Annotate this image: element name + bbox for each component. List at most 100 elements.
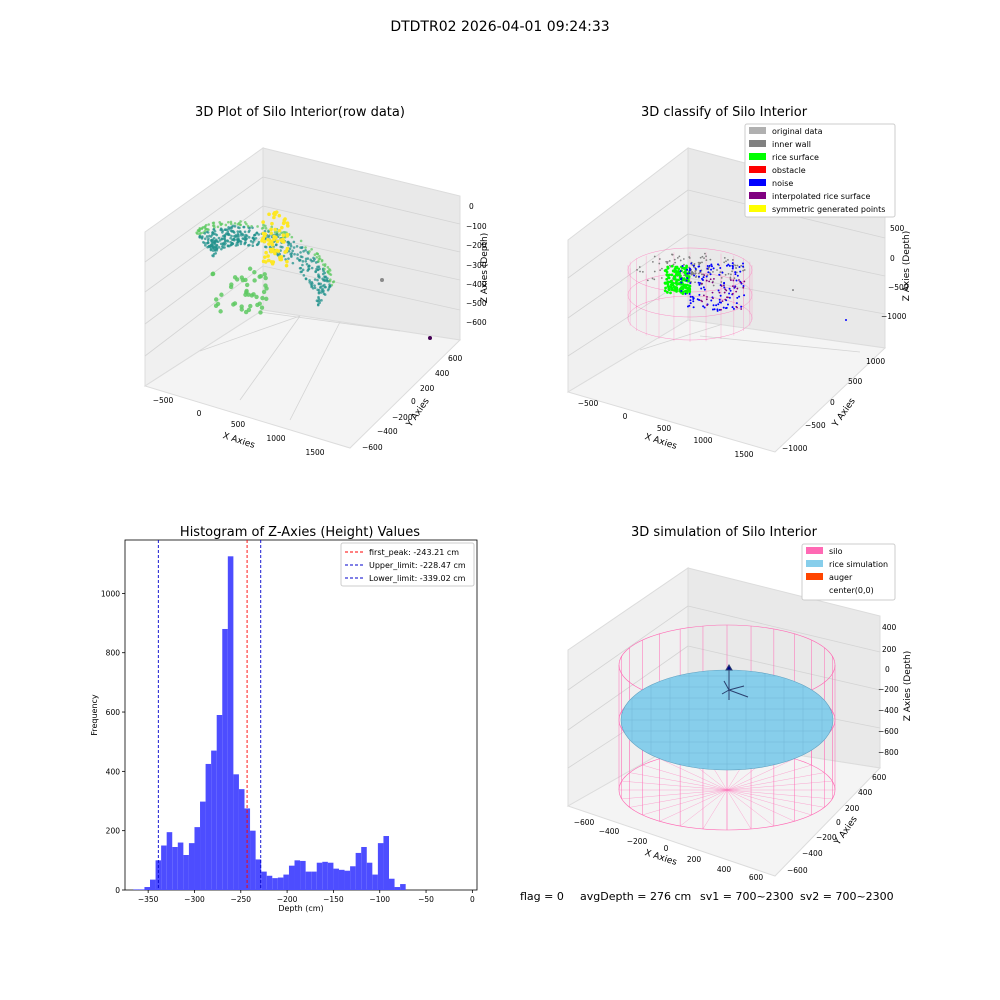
classify-point [699,261,701,264]
classify-point [710,263,713,266]
raw-point [324,285,327,289]
simulation-z-ticks: 400 200 0 −200 −400 −600 −800 [878,623,899,757]
classify-point [736,287,739,290]
raw-point [266,237,270,242]
classify-legend-swatch [749,166,766,173]
raw-point [282,231,285,234]
raw-point [212,254,215,258]
classify-point [676,256,679,259]
raw-point [216,225,220,229]
footer-sv1: sv1 = 700~2300 [700,890,794,903]
raw-point [271,260,276,264]
classify-point [706,265,709,268]
raw-point [199,231,203,235]
classify-point [715,304,718,307]
classify-point [653,255,656,258]
classify-point [738,279,740,281]
classify-legend-swatch [749,192,766,199]
raw-point [315,252,319,255]
classify-point [703,288,706,291]
raw-point [256,243,259,246]
raw-point [231,238,234,242]
classify-point [723,291,726,294]
raw-point [198,234,202,238]
classify-point [708,271,711,274]
histogram-x-tick: −200 [277,895,298,904]
classify-point [738,265,741,268]
raw-point [305,262,309,266]
histogram-x-ticks: −350 −300 −250 −200 −150 −100 −50 0 [138,890,475,904]
simulation-y-tick: 600 [872,773,887,782]
raw-point [272,234,276,239]
raw-point [264,250,268,255]
raw-z-tick: −500 [466,299,487,308]
raw-point [287,241,290,244]
classify-point [688,292,691,295]
classify-point [675,287,679,291]
raw-point [217,246,221,249]
histogram-y-tick: 400 [106,767,121,776]
histogram-bar [177,842,184,890]
simulation-z-tick: −400 [878,706,899,715]
classify-point [723,286,726,289]
raw-point [214,238,218,242]
classify-floor-pane [566,319,887,453]
raw-point [247,266,253,271]
classify-point [706,274,709,276]
classify-x-tick: −500 [578,399,599,408]
classify-point [709,258,712,261]
classify-point [711,291,714,294]
histogram-bar [194,827,201,890]
classify-point [699,282,702,285]
classify-point [693,274,696,277]
histogram-x-tick: 0 [470,895,475,904]
classify-point [684,286,688,290]
raw-point [212,236,216,240]
raw-x-tick: 1000 [266,434,285,443]
raw-point [210,271,215,277]
classify-point [709,273,712,276]
auger-arm [721,689,730,695]
histogram-bar [294,860,301,890]
raw-y-tick: −400 [377,427,398,436]
classify-point [701,277,704,280]
histogram-bar [283,874,289,890]
simulation-y-tick: 0 [836,818,841,827]
classify-point [705,279,708,282]
histogram-y-label: Frequency [90,694,99,736]
classify-z-tick: 500 [890,224,905,233]
raw-point [241,237,245,240]
histogram-bar [288,865,295,890]
raw-point [317,257,321,261]
classify-point [639,270,641,273]
classify-point [671,253,674,256]
classify-point [731,262,734,265]
panel-simulation-3d: 3D simulation of Silo Interior silo rice … [566,525,913,882]
raw-z-tick: −400 [466,280,487,289]
classify-point [694,272,697,275]
histogram-legend-label: Upper_limit: -228.47 cm [369,561,466,570]
classify-point [724,298,727,301]
raw-point [243,309,249,315]
classify-point [705,275,708,278]
classify-point [735,302,738,305]
simulation-z-label: Z Axies (Depth) [903,651,913,722]
silo-floor-spoke [726,780,833,791]
raw-point [255,231,259,235]
raw-point [323,267,326,271]
raw-point [309,258,312,262]
classify-point [646,279,649,282]
raw-grid [144,176,461,421]
raw-z-tick: −300 [466,261,487,270]
classify-point [685,279,688,282]
raw-point [258,310,263,315]
raw-point [310,266,314,270]
classify-point [716,308,719,311]
simulation-y-ticks: 600 400 200 0 −200 −400 −600 [787,773,887,875]
raw-point [292,246,296,249]
classify-point [660,267,663,270]
classify-point [712,304,715,307]
raw-point [321,277,324,281]
histogram-bar [338,869,345,890]
